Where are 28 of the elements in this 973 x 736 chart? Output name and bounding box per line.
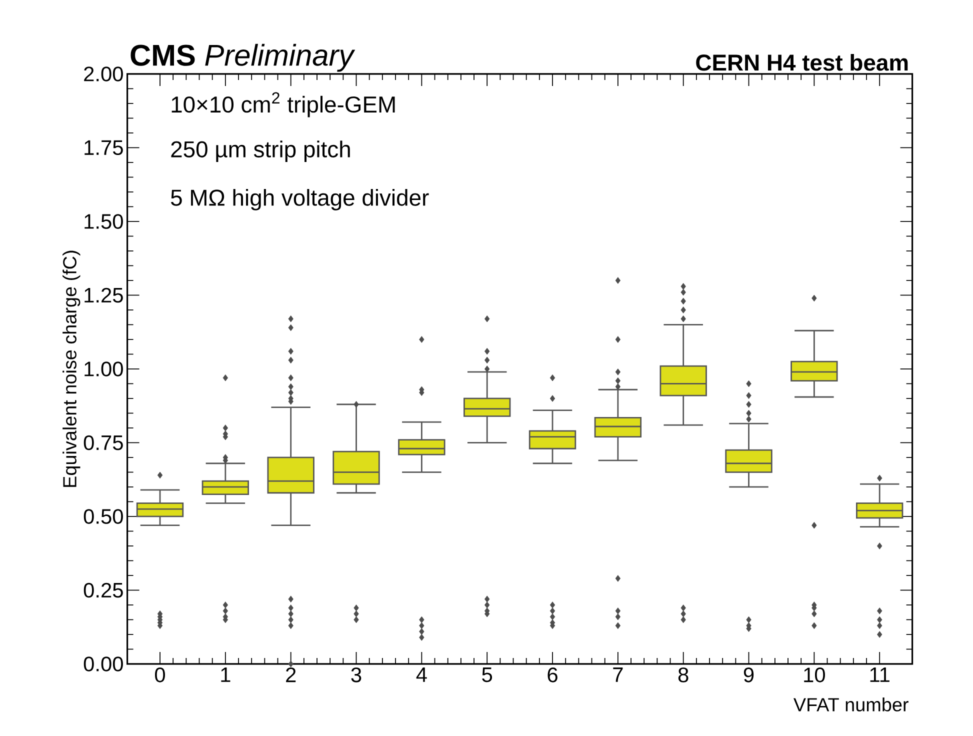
y-axis-title: Equivalent noise charge (fC) bbox=[62, 250, 80, 487]
annotation: 5 MΩ high voltage divider bbox=[170, 189, 429, 210]
y-tick-label: 1.25 bbox=[84, 288, 123, 303]
y-tick-label: 1.00 bbox=[84, 362, 123, 376]
y-tick-label: 2.00 bbox=[84, 66, 123, 82]
x-tick-label: 10 bbox=[804, 668, 825, 682]
y-tick-label: 0.75 bbox=[84, 435, 123, 450]
annotation: 10×10 cm$^{2}$ triple-GEM bbox=[172, 92, 395, 118]
chart-subtitle: CERN H4 test beam bbox=[696, 54, 908, 71]
x-tick-label: 1 bbox=[221, 668, 230, 682]
y-tick-label: 1.75 bbox=[84, 140, 123, 156]
chart-title: CMS Preliminary bbox=[130, 44, 356, 72]
annotation: 250 µm strip pitch bbox=[171, 140, 350, 162]
x-tick-label: 6 bbox=[548, 668, 558, 682]
y-tick-label: 0.25 bbox=[84, 582, 123, 598]
y-tick-label: 0.50 bbox=[84, 509, 123, 524]
x-tick-label: 0 bbox=[155, 668, 166, 682]
x-tick-label: 7 bbox=[613, 668, 623, 682]
x-tick-label: 8 bbox=[678, 668, 688, 682]
x-tick-label: 5 bbox=[482, 668, 492, 682]
y-tick-label: 0.00 bbox=[84, 656, 123, 672]
y-tick-label: 1.50 bbox=[84, 214, 123, 229]
x-tick-label: 2 bbox=[286, 668, 296, 682]
x-tick-label: 11 bbox=[870, 668, 890, 682]
x-tick-label: 4 bbox=[416, 668, 427, 682]
x-axis-title: VFAT number bbox=[793, 698, 908, 712]
x-tick-label: 3 bbox=[351, 668, 362, 682]
x-tick-label: 9 bbox=[744, 668, 754, 682]
